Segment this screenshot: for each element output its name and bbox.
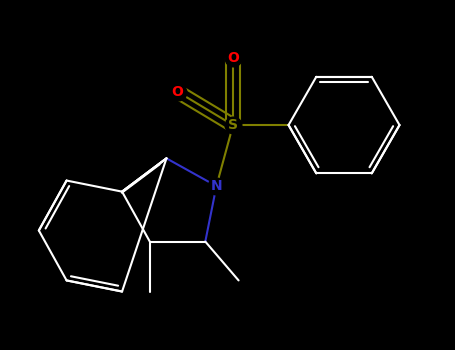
Text: N: N bbox=[211, 179, 222, 193]
Text: S: S bbox=[228, 118, 238, 132]
Text: O: O bbox=[172, 85, 183, 99]
Text: O: O bbox=[227, 51, 239, 65]
